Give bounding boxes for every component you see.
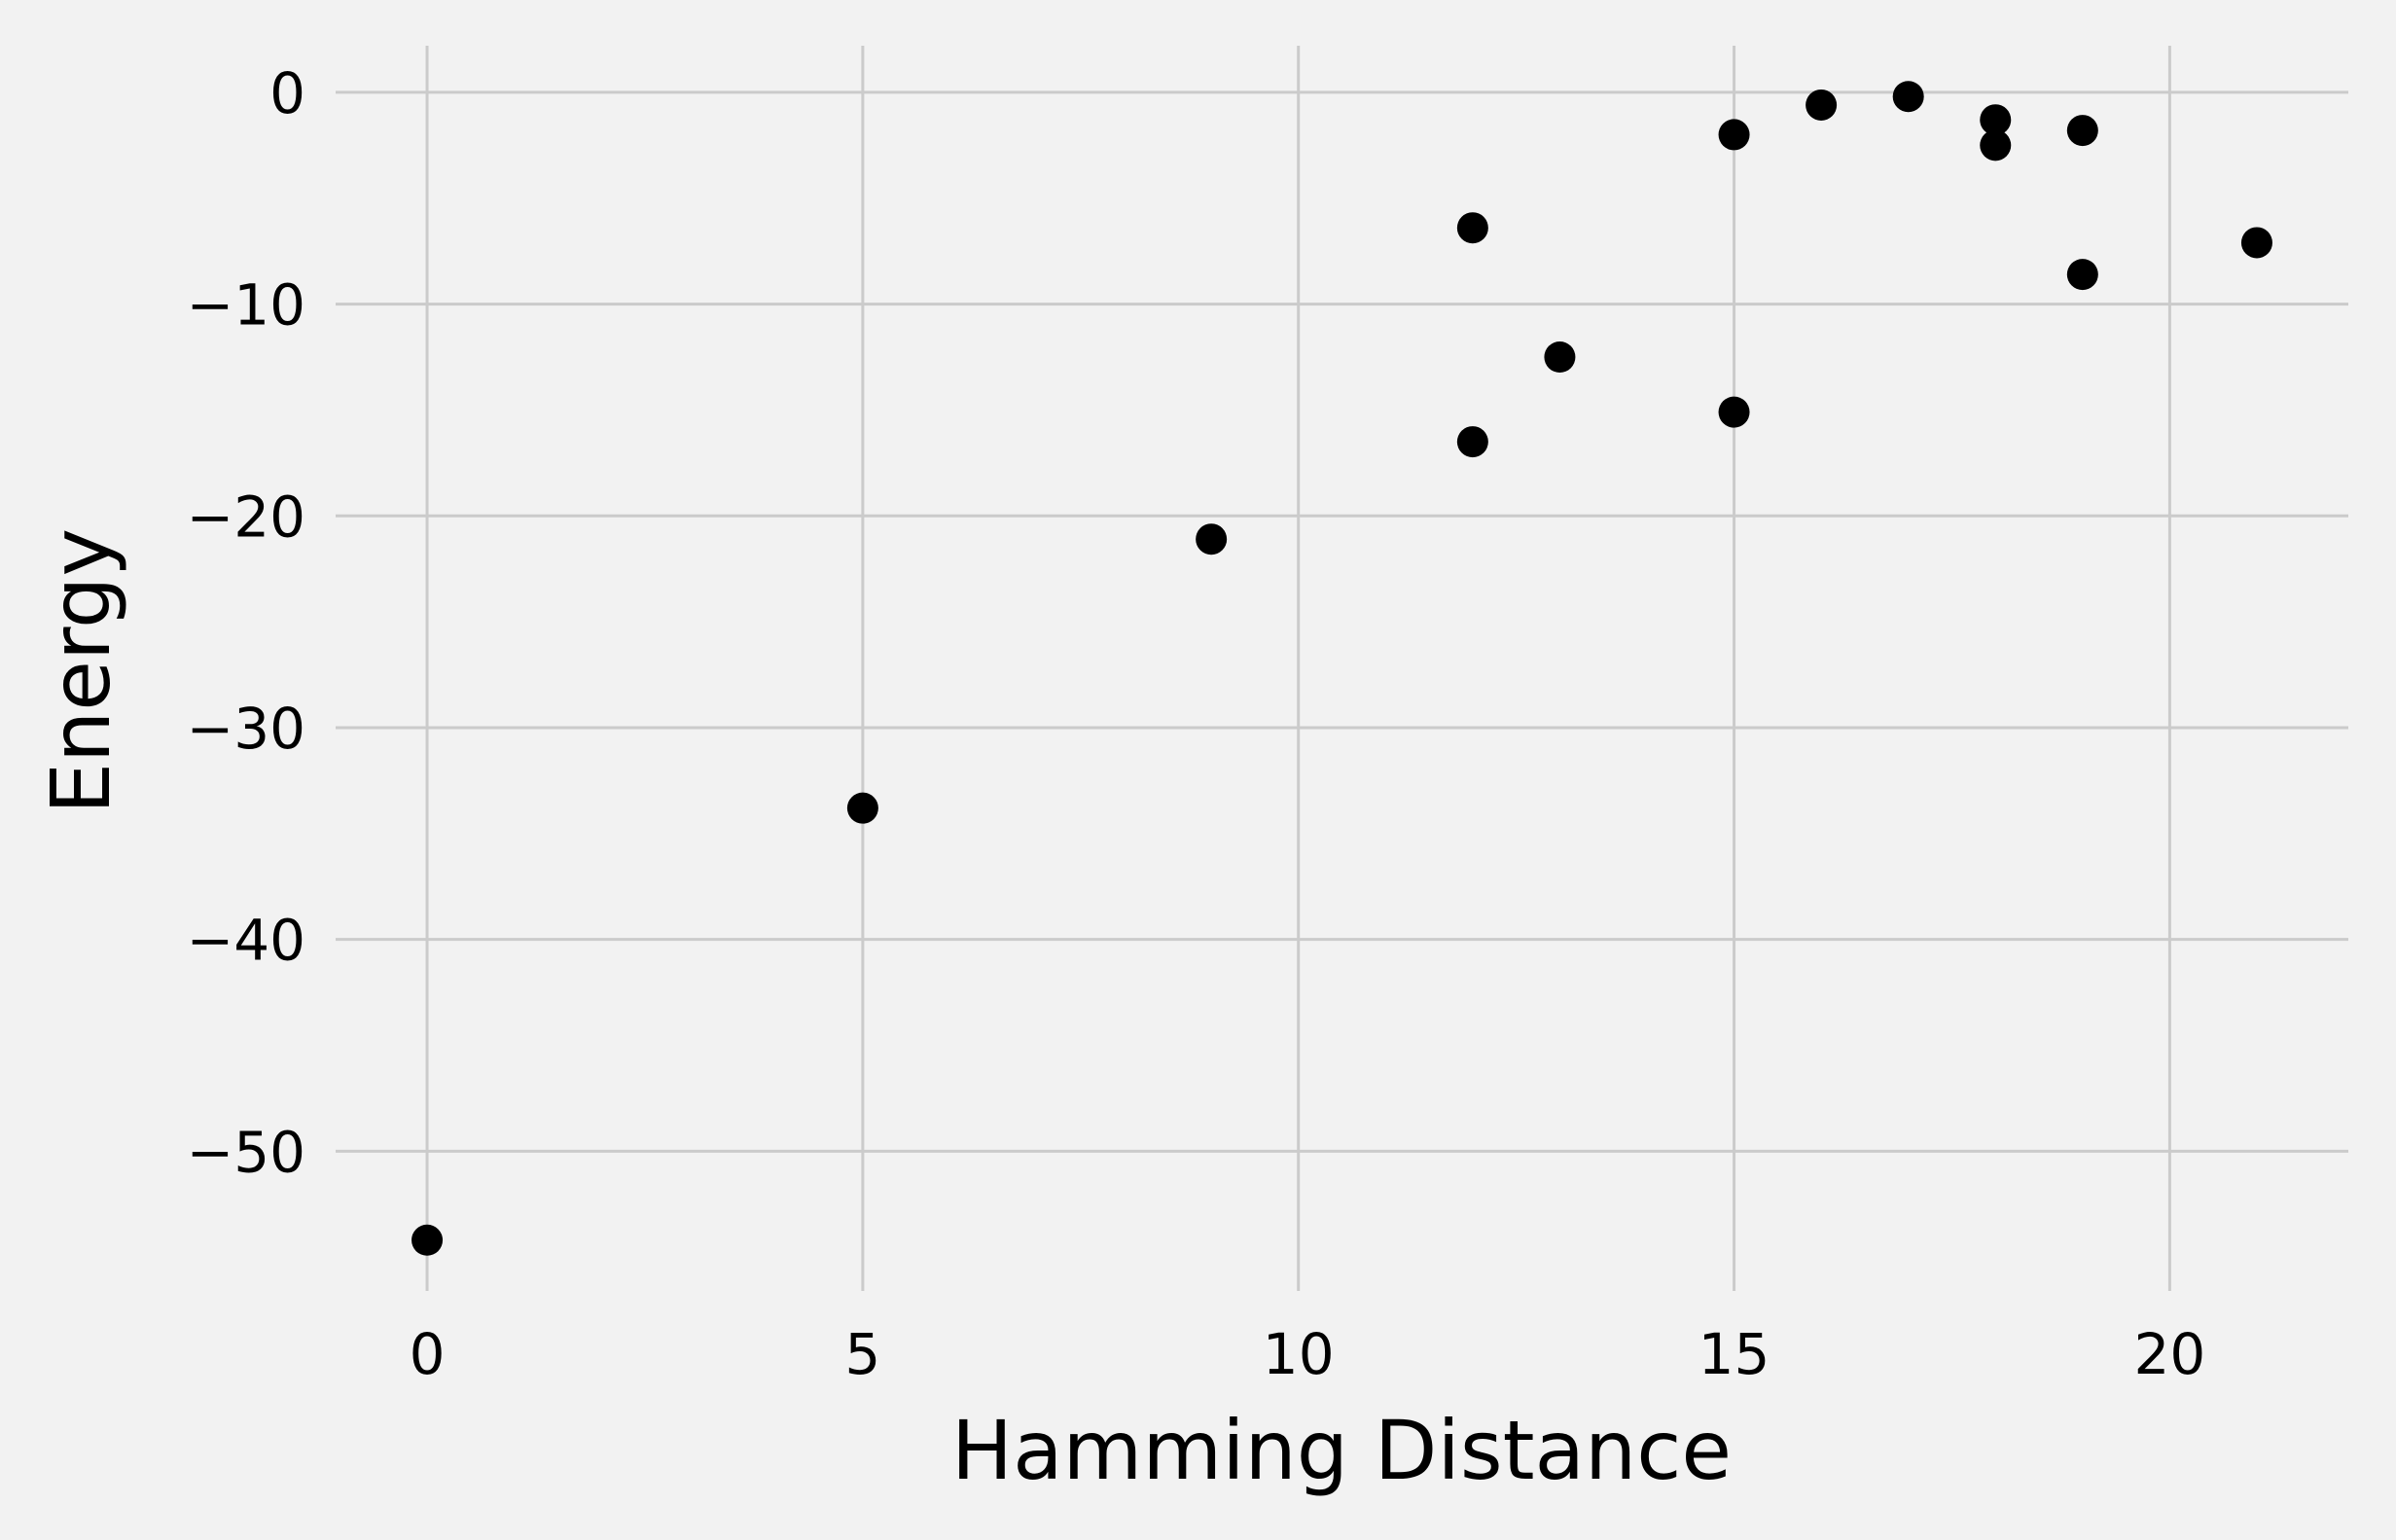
data-point bbox=[2066, 259, 2098, 291]
grid-lines bbox=[336, 46, 2348, 1291]
data-point bbox=[846, 792, 878, 824]
data-point bbox=[1980, 129, 2012, 161]
x-tick-label: 20 bbox=[2133, 1321, 2205, 1387]
x-tick-label: 10 bbox=[1263, 1321, 1335, 1387]
y-tick-label: −50 bbox=[187, 1119, 305, 1185]
data-point bbox=[1544, 341, 1576, 373]
data-point bbox=[1892, 81, 1924, 113]
data-point bbox=[1980, 104, 2012, 136]
y-tick-label: −20 bbox=[187, 483, 305, 550]
data-point bbox=[1456, 212, 1488, 244]
data-point bbox=[1806, 89, 1838, 121]
x-tick-label: 5 bbox=[844, 1321, 880, 1387]
data-point bbox=[1456, 426, 1488, 458]
data-point bbox=[1196, 523, 1228, 555]
y-tick-label: −40 bbox=[187, 908, 305, 974]
data-point bbox=[411, 1224, 444, 1256]
x-tick-label: 0 bbox=[410, 1321, 446, 1387]
y-axis-label: Energy bbox=[33, 528, 128, 814]
y-tick-labels: 0 −10 −20 −30 −40 −50 bbox=[187, 60, 305, 1185]
data-points bbox=[411, 81, 2272, 1256]
y-tick-label: 0 bbox=[269, 60, 305, 126]
data-point bbox=[2066, 115, 2098, 147]
x-tick-labels: 0 5 10 15 20 bbox=[410, 1321, 2206, 1387]
data-point bbox=[2240, 227, 2272, 259]
x-axis-label: Hamming Distance bbox=[951, 1403, 1732, 1498]
data-point bbox=[1718, 119, 1750, 151]
data-point bbox=[1718, 396, 1750, 428]
y-tick-label: −30 bbox=[187, 696, 305, 762]
y-tick-label: −10 bbox=[187, 272, 305, 339]
x-tick-label: 15 bbox=[1699, 1321, 1770, 1387]
